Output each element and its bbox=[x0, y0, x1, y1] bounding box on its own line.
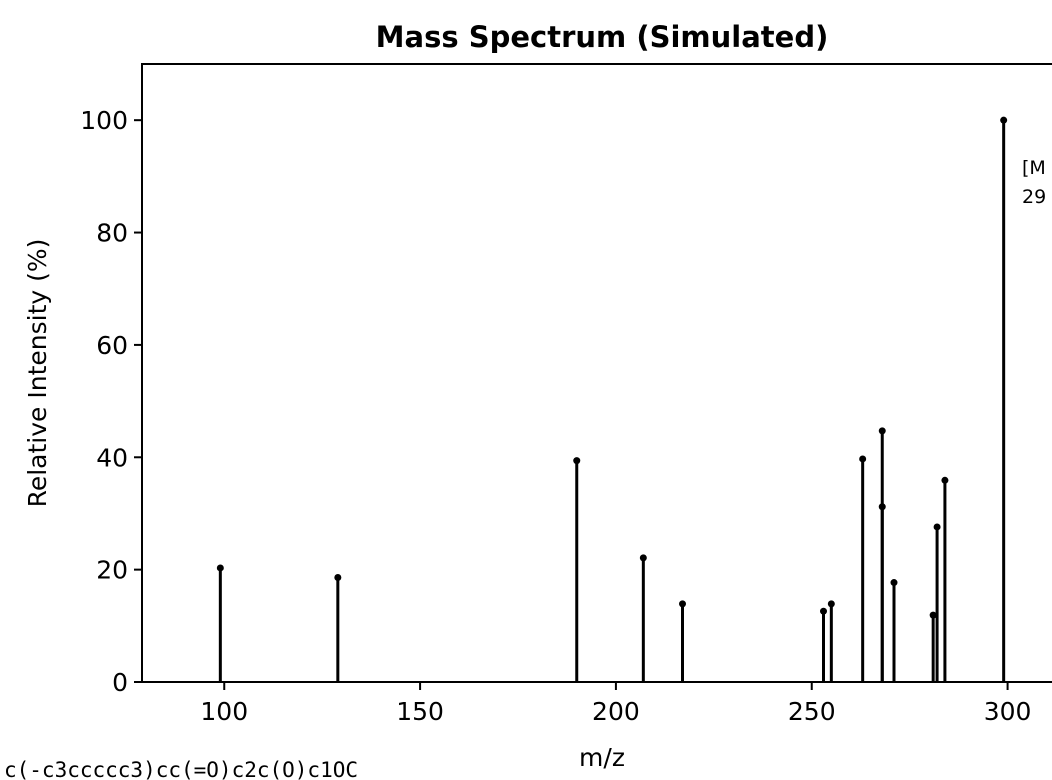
y-tick-label: 100 bbox=[80, 106, 128, 135]
peak-marker bbox=[216, 564, 224, 572]
y-tick-label: 40 bbox=[96, 443, 128, 472]
y-tick-label: 0 bbox=[112, 668, 128, 697]
peak-marker bbox=[573, 457, 581, 465]
y-tick-label: 60 bbox=[96, 331, 128, 360]
chart-title: Mass Spectrum (Simulated) bbox=[376, 20, 829, 54]
peak-marker bbox=[878, 427, 886, 435]
peak-marker bbox=[941, 476, 949, 484]
y-axis-ticks: 0 20 40 60 80 100 bbox=[80, 106, 142, 697]
x-tick-label: 100 bbox=[200, 697, 248, 726]
y-tick-label: 80 bbox=[96, 219, 128, 248]
x-axis-label: m/z bbox=[579, 743, 625, 772]
peak-marker bbox=[679, 600, 686, 608]
x-tick-label: 300 bbox=[984, 697, 1032, 726]
x-tick-label: 150 bbox=[396, 697, 444, 726]
peak-marker bbox=[859, 455, 867, 463]
peaks-group bbox=[216, 116, 1008, 682]
x-tick-label: 250 bbox=[788, 697, 836, 726]
x-axis-ticks: 100 150 200 250 300 bbox=[200, 682, 1031, 726]
peak-marker bbox=[933, 523, 941, 531]
peak-marker bbox=[929, 611, 937, 619]
peak-marker bbox=[639, 554, 647, 562]
plot-frame bbox=[141, 63, 1052, 683]
peak-marker bbox=[890, 579, 898, 587]
x-tick-label: 200 bbox=[592, 697, 640, 726]
peak-marker bbox=[827, 600, 835, 608]
peak-marker bbox=[334, 574, 342, 582]
y-axis-label: Relative Intensity (%) bbox=[23, 239, 52, 508]
peak-marker bbox=[1000, 116, 1008, 124]
peak-marker bbox=[820, 607, 827, 615]
smiles-footer: c(-c3ccccc3)cc(=O)c2c(O)c1OC bbox=[4, 758, 358, 780]
y-tick-label: 20 bbox=[96, 556, 128, 585]
peak-marker bbox=[878, 503, 886, 511]
molecular-ion-annotation-line2: 29 bbox=[1022, 186, 1046, 208]
molecular-ion-annotation-line1: [M bbox=[1022, 157, 1046, 179]
